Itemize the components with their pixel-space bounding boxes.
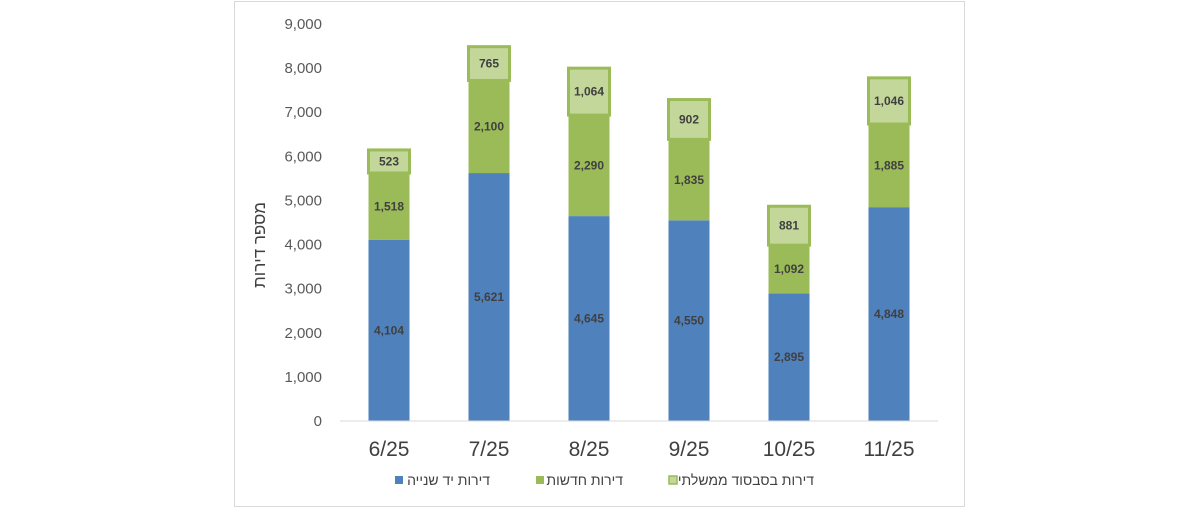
data-label: 4,104 <box>374 323 404 337</box>
legend-marker <box>395 476 403 484</box>
y-axis-title: מספר דירות <box>250 202 269 288</box>
bar-segment <box>768 293 810 421</box>
y-tick-label: 5,000 <box>284 192 322 209</box>
y-tick-label: 8,000 <box>284 60 322 77</box>
x-category-label: 9/25 <box>669 438 710 461</box>
y-tick-label: 6,000 <box>284 148 322 165</box>
y-axis-ticks: 0 1,000 2,000 3,000 4,000 5,000 6,000 7,000 8,00… <box>284 16 322 430</box>
data-label: 1,835 <box>674 173 704 187</box>
bars: 4,104 1,518 523 5,621 2,100 765 4,645 2,290 1,06… <box>367 45 911 421</box>
data-label: 2,290 <box>574 159 604 173</box>
bar-segment <box>468 80 510 174</box>
data-label: 1,885 <box>874 159 904 173</box>
y-tick-label: 0 <box>314 413 322 430</box>
x-axis-categories: 6/25 7/25 8/25 9/25 10/25 11/25 <box>369 438 915 461</box>
bar-segment <box>667 98 711 141</box>
data-label: 523 <box>379 154 399 168</box>
data-label: 4,550 <box>674 314 704 328</box>
bar-segment <box>467 45 511 82</box>
bar-segment <box>868 123 910 208</box>
x-category-label: 7/25 <box>469 438 510 461</box>
bar-segment <box>567 66 611 117</box>
y-tick-label: 4,000 <box>284 237 322 254</box>
legend-marker <box>536 476 544 484</box>
data-label: 881 <box>779 219 799 233</box>
x-category-label: 8/25 <box>569 438 610 461</box>
y-tick-label: 3,000 <box>284 281 322 298</box>
y-tick-label: 9,000 <box>284 16 322 33</box>
data-label: 1,518 <box>374 199 404 213</box>
legend-label: דירות בסבסוד ממשלתי <box>678 472 814 488</box>
legend: דירות יד שנייה דירות חדשות דירות בסבסוד ממ… <box>395 472 814 488</box>
bar-segment <box>367 148 411 175</box>
bar-segment <box>768 245 810 294</box>
x-category-label: 11/25 <box>864 438 915 461</box>
bar-segment <box>368 173 410 240</box>
y-tick-label: 2,000 <box>284 325 322 342</box>
bar-segment <box>767 204 811 247</box>
bar-segment <box>668 139 710 221</box>
data-label: 765 <box>479 57 499 71</box>
bar-segment <box>368 239 410 421</box>
legend-label: דירות יד שנייה <box>407 472 490 488</box>
data-label: 902 <box>679 112 699 126</box>
bar-segment <box>668 220 710 421</box>
data-label: 1,064 <box>574 85 604 99</box>
bar-segment <box>867 76 911 126</box>
legend-marker <box>668 475 678 485</box>
bar-segment <box>568 115 610 217</box>
bar-segment <box>568 216 610 421</box>
y-tick-label: 7,000 <box>284 104 322 121</box>
data-label: 4,645 <box>574 312 604 326</box>
bar-segment <box>868 207 910 421</box>
data-label: 2,100 <box>474 120 504 134</box>
data-label: 5,621 <box>474 290 504 304</box>
data-label: 2,895 <box>774 350 804 364</box>
x-category-label: 6/25 <box>369 438 410 461</box>
legend-label: דירות חדשות <box>546 472 623 488</box>
y-tick-label: 1,000 <box>284 369 322 386</box>
data-label: 1,092 <box>774 262 804 276</box>
bar-segment <box>468 173 510 421</box>
data-label: 1,046 <box>874 94 904 108</box>
data-label: 4,848 <box>874 307 904 321</box>
x-category-label: 10/25 <box>763 438 816 461</box>
